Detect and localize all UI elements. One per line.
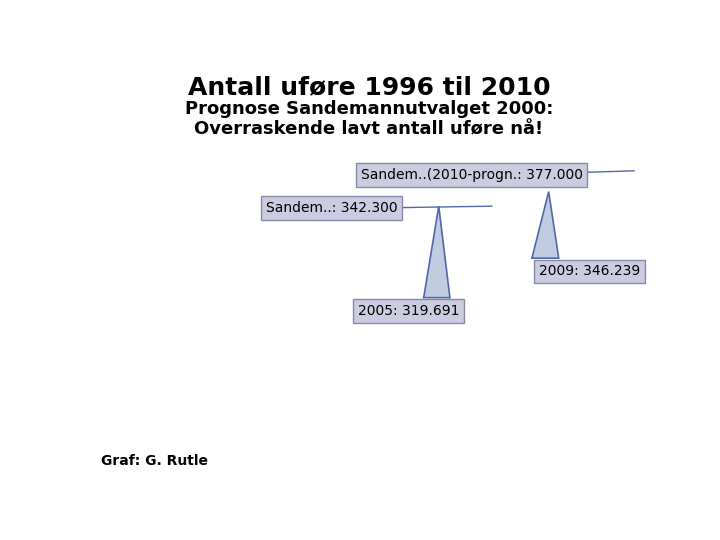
Text: Graf: G. Rutle: Graf: G. Rutle — [101, 454, 208, 468]
Text: 2009: 346.239: 2009: 346.239 — [539, 265, 641, 279]
Text: Sandem..(2010-progn.: 377.000: Sandem..(2010-progn.: 377.000 — [361, 168, 582, 182]
Text: Prognose Sandemannutvalget 2000:: Prognose Sandemannutvalget 2000: — [185, 100, 553, 118]
Text: Overraskende lavt antall uføre nå!: Overraskende lavt antall uføre nå! — [194, 121, 544, 139]
Text: 2005: 319.691: 2005: 319.691 — [358, 304, 459, 318]
Text: Sandem..: 342.300: Sandem..: 342.300 — [266, 201, 397, 215]
Text: Antall uføre 1996 til 2010: Antall uføre 1996 til 2010 — [188, 75, 550, 99]
Polygon shape — [532, 192, 559, 258]
Polygon shape — [423, 206, 450, 298]
